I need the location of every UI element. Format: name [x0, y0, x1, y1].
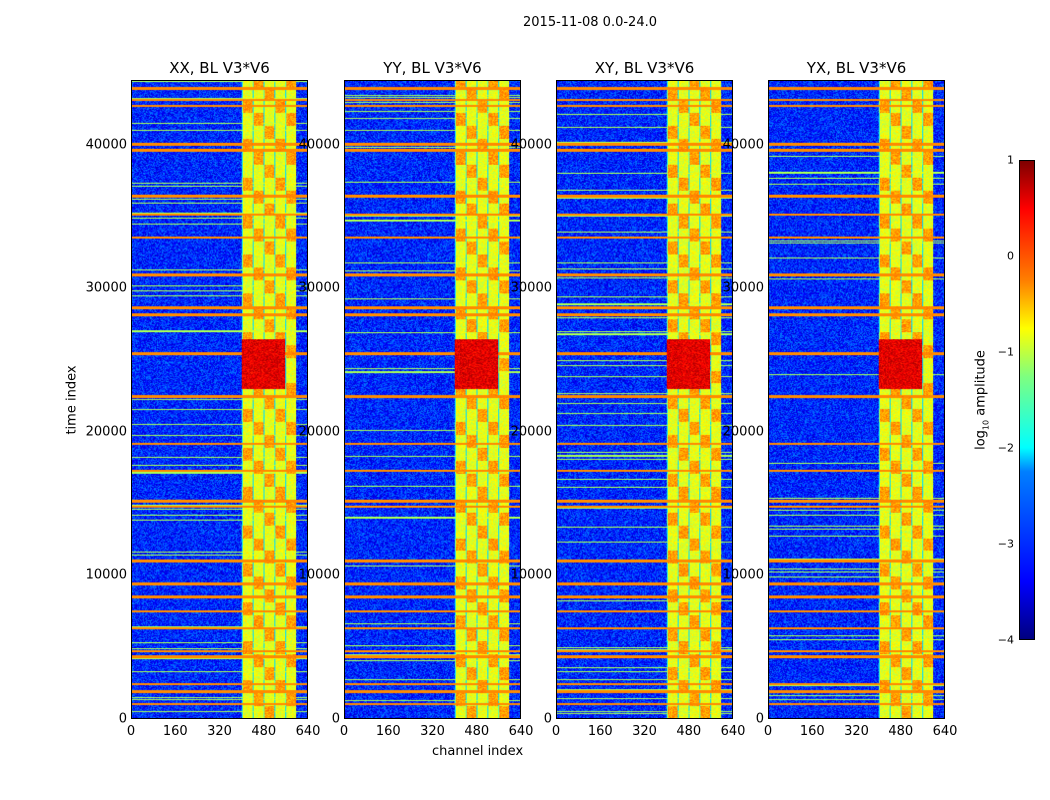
x-axis-label: channel index: [432, 744, 524, 759]
y-tick-label: 20000: [298, 424, 340, 440]
x-tick-label: 320: [844, 724, 869, 739]
y-tick-label: 10000: [298, 567, 340, 583]
y-tick-label: 40000: [722, 137, 764, 153]
x-tick-label: 160: [799, 724, 825, 739]
x-tick-label: 160: [162, 724, 188, 739]
x-tick-label: 320: [632, 724, 657, 739]
x-tick-label: 160: [375, 724, 401, 739]
y-tick-label: 20000: [722, 424, 764, 440]
colorbar-tick-label: −1: [997, 345, 1014, 359]
colorbar-tick-label: −4: [997, 633, 1014, 647]
y-tick-label: 40000: [510, 137, 552, 153]
y-tick-label: 40000: [298, 137, 340, 153]
y-tick-label: 40000: [85, 137, 127, 153]
y-axis-label: time index: [64, 365, 80, 435]
heatmap-panel: [344, 80, 521, 719]
colorbar-label: log10 amplitude: [973, 350, 991, 450]
x-tick-label: 480: [251, 724, 277, 739]
x-tick-label: 640: [508, 724, 534, 739]
x-tick-label: 0: [126, 724, 136, 739]
colorbar-tick-label: −2: [997, 441, 1014, 455]
heatmap-panel: [556, 80, 733, 719]
y-tick-label: 30000: [85, 280, 127, 296]
x-tick-label: 320: [420, 724, 445, 739]
x-tick-label: 0: [763, 724, 773, 739]
colorbar-tick-label: −3: [997, 537, 1014, 551]
x-tick-label: 0: [339, 724, 349, 739]
y-tick-label: 30000: [510, 280, 552, 296]
x-tick-label: 640: [932, 724, 958, 739]
heatmap-image: [769, 81, 944, 718]
colorbar: [1019, 160, 1035, 640]
colorbar-tick-label: 0: [1007, 249, 1014, 263]
heatmap-image: [557, 81, 732, 718]
y-tick-label: 10000: [510, 567, 552, 583]
y-tick-label: 0: [543, 711, 552, 727]
panel-title: XY, BL V3*V6: [594, 59, 695, 77]
x-tick-label: 480: [888, 724, 914, 739]
x-tick-label: 480: [676, 724, 702, 739]
panel-title: YY, BL V3*V6: [383, 59, 482, 77]
figure-title: 2015-11-08 0.0-24.0: [523, 15, 657, 30]
heatmap-image: [345, 81, 520, 718]
heatmap-panel: [131, 80, 308, 719]
heatmap-image: [132, 81, 307, 718]
y-tick-label: 20000: [510, 424, 552, 440]
x-tick-label: 320: [207, 724, 232, 739]
x-tick-label: 640: [295, 724, 321, 739]
panel-title: YX, BL V3*V6: [806, 59, 907, 77]
y-tick-label: 10000: [85, 567, 127, 583]
y-tick-label: 30000: [722, 280, 764, 296]
y-tick-label: 0: [755, 711, 764, 727]
panel-title: XX, BL V3*V6: [169, 59, 270, 77]
x-tick-label: 160: [587, 724, 613, 739]
y-tick-label: 0: [331, 711, 340, 727]
colorbar-tick-label: 1: [1007, 153, 1014, 167]
x-tick-label: 480: [464, 724, 490, 739]
y-tick-label: 0: [118, 711, 127, 727]
y-tick-label: 20000: [85, 424, 127, 440]
x-tick-label: 0: [551, 724, 561, 739]
y-tick-label: 30000: [298, 280, 340, 296]
heatmap-panel: [768, 80, 945, 719]
x-tick-label: 640: [720, 724, 746, 739]
y-tick-label: 10000: [722, 567, 764, 583]
